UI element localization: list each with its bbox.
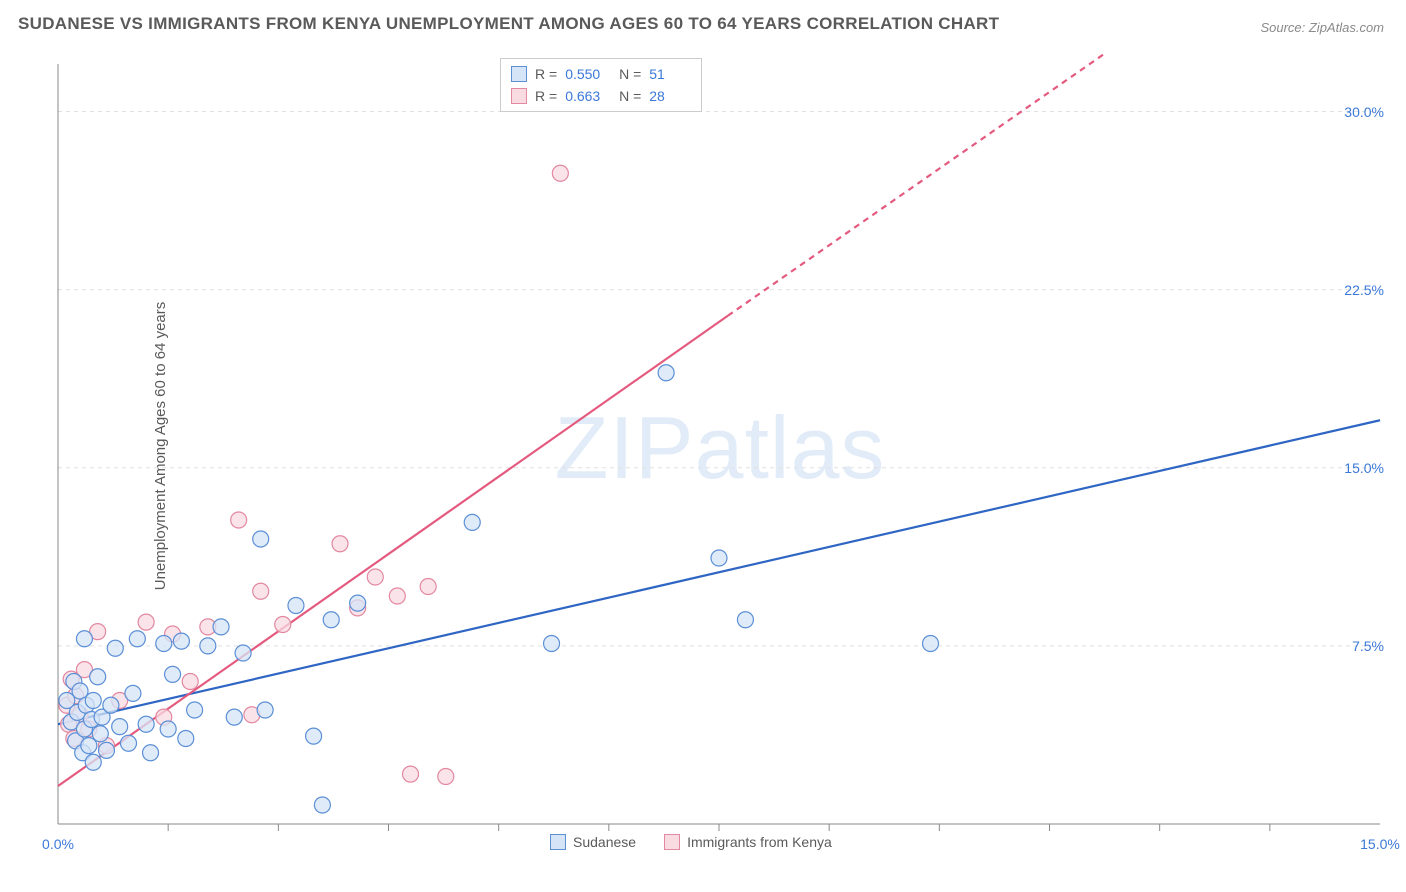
legend-label-kenya: Immigrants from Kenya: [687, 834, 832, 850]
y-tick-label: 30.0%: [1344, 104, 1384, 120]
legend-item-kenya: Immigrants from Kenya: [664, 834, 832, 850]
stats-row-kenya: R = 0.663 N = 28: [511, 85, 691, 107]
y-tick-label: 15.0%: [1344, 460, 1384, 476]
legend-label-sudanese: Sudanese: [573, 834, 636, 850]
n-value-kenya: 28: [649, 85, 691, 107]
r-label: R =: [535, 85, 557, 107]
x-tick-label: 15.0%: [1360, 836, 1400, 852]
y-tick-label: 7.5%: [1352, 638, 1384, 654]
x-tick-label: 0.0%: [42, 836, 74, 852]
legend-item-sudanese: Sudanese: [550, 834, 636, 850]
series-legend: Sudanese Immigrants from Kenya: [550, 834, 832, 850]
r-value-sudanese: 0.550: [565, 63, 607, 85]
swatch-kenya: [511, 88, 527, 104]
n-value-sudanese: 51: [649, 63, 691, 85]
n-label: N =: [615, 85, 641, 107]
swatch-sudanese: [550, 834, 566, 850]
chart-title: SUDANESE VS IMMIGRANTS FROM KENYA UNEMPL…: [18, 14, 999, 34]
r-value-kenya: 0.663: [565, 85, 607, 107]
y-tick-label: 22.5%: [1344, 282, 1384, 298]
scatter-plot-svg: [50, 54, 1390, 854]
chart-area: ZIPatlas 7.5%15.0%22.5%30.0% 0.0%15.0% R…: [50, 54, 1390, 854]
swatch-sudanese: [511, 66, 527, 82]
n-label: N =: [615, 63, 641, 85]
stats-row-sudanese: R = 0.550 N = 51: [511, 63, 691, 85]
stats-legend: R = 0.550 N = 51 R = 0.663 N = 28: [500, 58, 702, 112]
r-label: R =: [535, 63, 557, 85]
swatch-kenya: [664, 834, 680, 850]
source-label: Source: ZipAtlas.com: [1260, 20, 1384, 35]
